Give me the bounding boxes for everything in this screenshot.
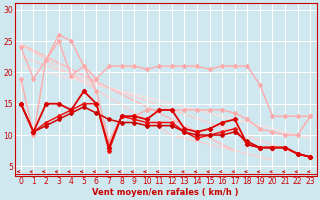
X-axis label: Vent moyen/en rafales ( km/h ): Vent moyen/en rafales ( km/h ) — [92, 188, 239, 197]
